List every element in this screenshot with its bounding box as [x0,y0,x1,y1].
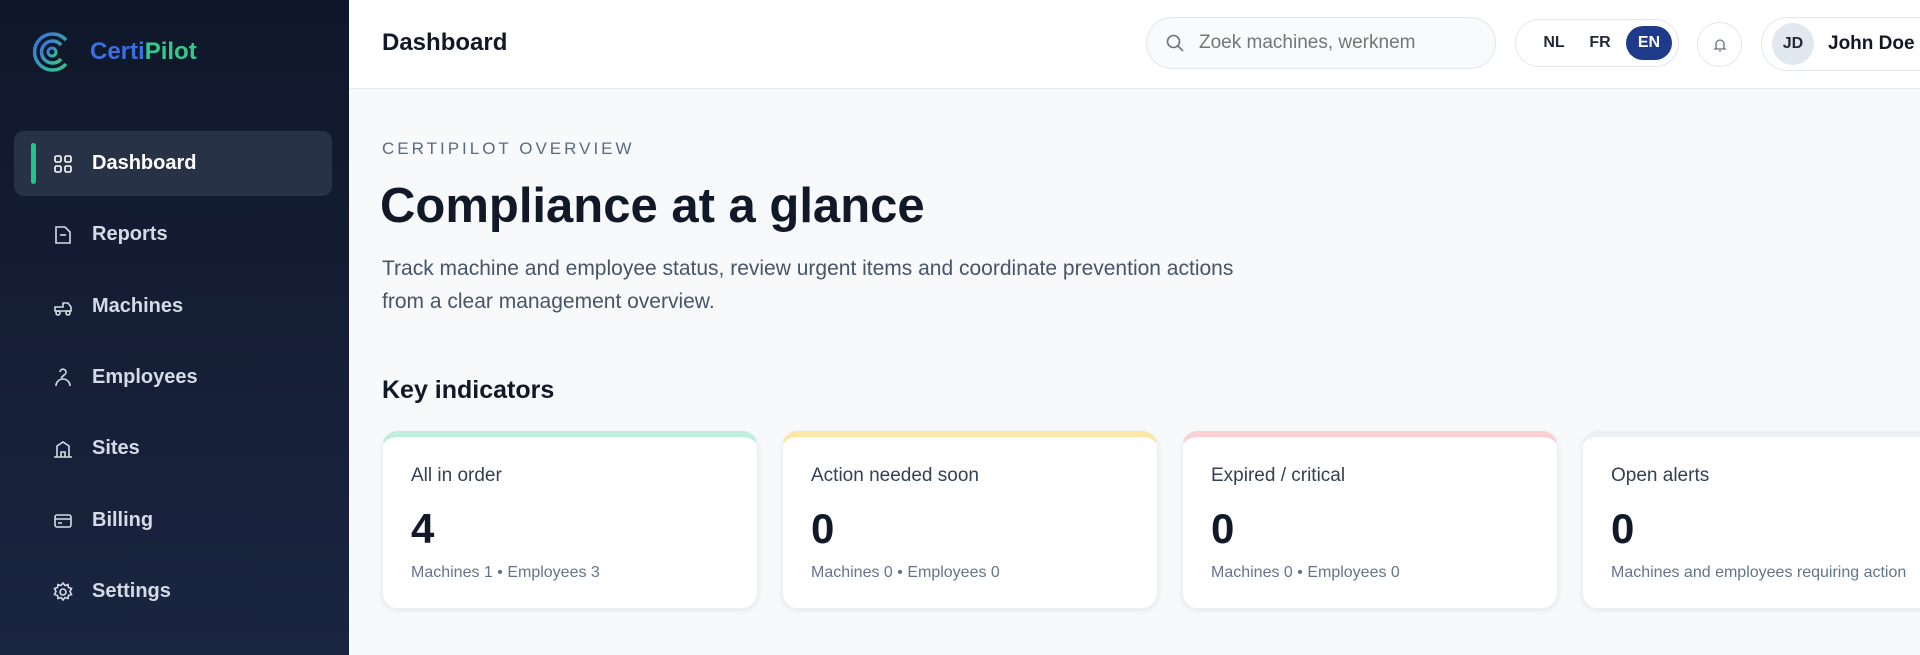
sidebar-item-employees[interactable]: Employees [14,345,332,410]
search-box[interactable] [1146,17,1496,69]
gear-icon [53,581,73,601]
sidebar-item-label: Reports [92,223,168,245]
credit-card-icon [54,513,72,528]
card-sub: Machines 0 • Employees 0 [811,564,1000,581]
card-value: 0 [811,505,835,552]
sidebar-item-reports[interactable]: Reports [14,202,332,267]
avatar: JD [1772,23,1814,65]
notifications-button[interactable] [1697,22,1742,67]
sidebar: CertiPilot Dashboard Reports Machines Em… [0,0,349,655]
card-sub: Machines 1 • Employees 3 [411,564,600,581]
card-label: Expired / critical [1211,465,1346,486]
lang-nl-button[interactable]: NL [1543,34,1565,51]
lang-fr-button[interactable]: FR [1589,34,1611,51]
kpi-card-expired[interactable]: Expired / critical 0 Machines 0 • Employ… [1182,431,1558,609]
card-value: 0 [1211,505,1235,552]
person-icon [55,367,71,386]
forklift-icon [54,301,72,316]
headline: Compliance at a glance [380,179,925,233]
document-icon [55,225,71,244]
brand-name: CertiPilot [90,38,197,65]
sidebar-item-label: Billing [92,509,154,531]
sidebar-item-dashboard[interactable]: Dashboard [14,131,332,196]
eyebrow: CERTIPILOT OVERVIEW [382,139,635,158]
top-header: Dashboard NL FR EN JD John Doe [349,0,1920,89]
kpi-card-all-in-order[interactable]: All in order 4 Machines 1 • Employees 3 [382,431,758,609]
sidebar-item-label: Sites [92,437,140,459]
card-label: Action needed soon [811,465,979,486]
card-label: All in order [411,465,502,486]
card-value: 4 [411,505,435,552]
card-sub: Machines 0 • Employees 0 [1211,564,1400,581]
grid-icon [54,154,72,173]
kpi-card-action-needed[interactable]: Action needed soon 0 Machines 0 • Employ… [782,431,1158,609]
search-input[interactable] [1199,32,1469,54]
sidebar-item-label: Machines [92,295,184,317]
sidebar-item-billing[interactable]: Billing [14,488,332,553]
sidebar-item-sites[interactable]: Sites [14,416,332,481]
user-name: John Doe [1828,33,1915,54]
intro-line: Track machine and employee status, revie… [382,257,1234,280]
sidebar-item-label: Employees [92,366,198,388]
lang-en-button[interactable]: EN [1626,26,1672,60]
sidebar-item-label: Settings [92,580,171,602]
sidebar-item-settings[interactable]: Settings [14,559,332,624]
intro-text: Track machine and employee status, revie… [382,252,1332,318]
card-sub: Machines and employees requiring action [1611,564,1907,581]
search-icon [1166,34,1184,52]
card-value: 0 [1611,505,1635,552]
language-switcher: NL FR EN [1515,19,1679,67]
card-label: Open alerts [1611,465,1710,486]
building-icon [54,440,72,458]
section-title: Key indicators [382,376,555,404]
logo[interactable]: CertiPilot [30,30,197,74]
sidebar-item-machines[interactable]: Machines [14,274,332,339]
sidebar-item-label: Dashboard [92,152,197,174]
certipilot-logo-icon [32,32,68,72]
kpi-card-open-alerts[interactable]: Open alerts 0 Machines and employees req… [1582,431,1920,609]
user-menu[interactable]: JD John Doe [1761,17,1920,71]
page-title: Dashboard [382,29,508,56]
intro-line: from a clear management overview. [382,290,715,313]
bell-icon [1712,38,1727,52]
